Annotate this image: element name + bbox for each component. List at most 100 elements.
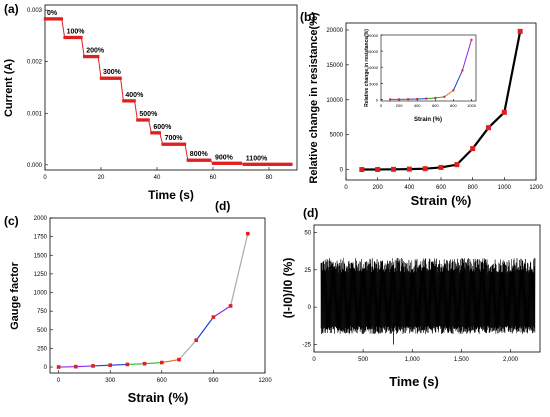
step-marker <box>179 142 182 146</box>
panel-d-x-tick-label: 500 <box>358 357 369 363</box>
step-marker <box>80 35 83 40</box>
step-marker <box>83 54 86 59</box>
inset-point <box>416 98 419 101</box>
panel-a-x-axis-label: Time (s) <box>148 188 194 202</box>
step-marker <box>190 158 194 162</box>
panel-c-y-tick-label: 1750 <box>34 235 48 241</box>
step-marker <box>238 161 241 165</box>
step-marker <box>49 17 52 21</box>
step-marker <box>199 158 202 162</box>
inset-point <box>470 38 473 41</box>
inset-point <box>434 96 437 99</box>
panel-c-segment <box>230 233 249 307</box>
step-marker <box>69 35 72 40</box>
panel-b-x-tick-label: 1000 <box>498 185 512 191</box>
step-marker <box>192 158 195 162</box>
inset-x-tick-label: 800 <box>450 103 457 108</box>
panel-b-point <box>438 164 444 170</box>
step-marker <box>252 162 255 166</box>
inset-y-tick-label: 5000 <box>369 81 379 86</box>
panel-a-x-tick-label: 20 <box>98 175 105 181</box>
inset-segment <box>426 97 436 100</box>
step-marker <box>287 162 290 166</box>
inset-x-tick-label: 200 <box>396 103 403 108</box>
step-transition <box>134 100 138 121</box>
step-marker <box>46 17 49 21</box>
step-marker <box>144 118 147 122</box>
inset-point <box>452 89 455 92</box>
step-transition <box>159 132 164 145</box>
step-marker <box>74 35 77 40</box>
panel-b-point <box>359 167 365 173</box>
panel-c-x-tick-label: 1200 <box>258 378 272 384</box>
panel-d-x-tick-label: 1,500 <box>454 357 470 363</box>
inset-point <box>425 97 428 100</box>
panel-a-step-series <box>43 17 293 166</box>
step-marker <box>162 142 166 146</box>
step-marker <box>266 162 269 166</box>
panel-c-point <box>142 361 147 366</box>
panel-c-y-tick-label: 1500 <box>34 253 48 259</box>
panel-b-point <box>486 125 491 131</box>
step-marker <box>288 162 292 166</box>
step-marker <box>227 161 230 165</box>
step-marker <box>122 99 125 103</box>
panel-c-y-tick-label: 750 <box>37 309 48 315</box>
step-marker <box>195 158 198 162</box>
panel-c-segment <box>75 365 94 368</box>
panel-c-segment <box>92 364 111 367</box>
step-marker <box>172 142 175 146</box>
panel-b-point <box>406 166 412 172</box>
step-marker <box>53 17 56 21</box>
step-marker <box>279 162 282 166</box>
step-marker <box>221 161 224 165</box>
panel-b-series <box>359 28 523 173</box>
step-marker <box>235 161 238 165</box>
step-marker <box>251 162 254 166</box>
panel-c-point <box>160 360 164 365</box>
step-transition <box>148 119 152 133</box>
step-marker <box>267 162 271 166</box>
step-marker <box>102 76 105 80</box>
step-marker <box>181 142 184 146</box>
panel-c-segment <box>195 316 214 341</box>
panel-b-point <box>454 162 460 168</box>
inset-y-tick-label: 0 <box>376 97 379 102</box>
step-marker <box>232 161 236 165</box>
panel-b-x-tick-label: 1200 <box>529 185 543 191</box>
inset-x-tick-label: 600 <box>432 103 439 108</box>
step-marker <box>186 158 189 162</box>
inset-x-tick-label: 1000 <box>467 103 477 108</box>
step-marker <box>283 162 286 166</box>
step-marker <box>150 131 153 135</box>
step-marker <box>73 35 76 40</box>
panel-d-y-ticks: -25 0 25 50 <box>302 230 317 349</box>
panel-d-y-tick-label: 50 <box>304 230 311 236</box>
panel-c-x-tick-label: 900 <box>208 378 219 384</box>
step-strain-label: 1100% <box>246 155 268 162</box>
step-marker <box>169 142 173 146</box>
step-marker <box>95 54 98 59</box>
panel-d-y-tick-label: 0 <box>308 305 312 311</box>
inset-x-axis-label: Strain (%) <box>414 117 442 123</box>
step-marker <box>161 142 164 146</box>
step-marker <box>127 99 131 103</box>
panel-b-y-ticks: 0 5000 10000 15000 20000 <box>326 28 349 174</box>
panel-b-x-tick-label: 200 <box>373 185 384 191</box>
step-marker <box>245 162 248 166</box>
panel-a-step-labels: 0% 100% 200% 300% 400% 500% 600% 700% 800% 900% 11… <box>47 10 268 162</box>
step-marker <box>211 161 215 165</box>
step-marker <box>168 142 171 146</box>
step-marker <box>111 76 114 80</box>
step-marker <box>248 162 251 166</box>
panel-a: (a) 0 20 40 60 80 0.000 0.001 0.002 0.003 0% 100… <box>3 2 298 202</box>
panel-a-x-tick-label: 60 <box>210 175 217 181</box>
step-marker <box>263 162 266 166</box>
panel-b-x-tick-label: 800 <box>468 185 479 191</box>
step-marker <box>112 76 115 80</box>
step-marker <box>256 162 259 166</box>
step-strain-label: 600% <box>153 124 172 131</box>
step-marker <box>129 99 132 103</box>
step-transition <box>97 56 102 79</box>
